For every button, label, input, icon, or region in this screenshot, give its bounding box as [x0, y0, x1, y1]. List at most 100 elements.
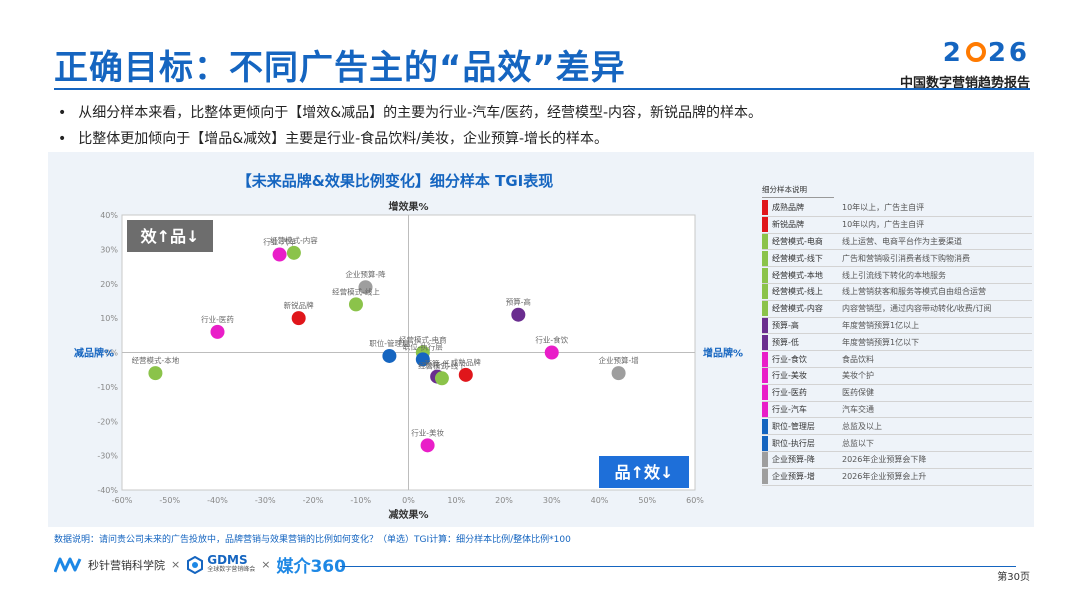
x-tick-label: -60%	[112, 496, 133, 505]
legend-row: 经营模式-内容 内容营销型，通过内容带动转化/收费/订阅	[762, 301, 1032, 318]
legend-swatch	[762, 418, 768, 434]
legend-desc: 线上引流线下转化的本地服务	[842, 270, 946, 280]
legend-swatch	[762, 368, 768, 384]
data-point	[382, 348, 397, 363]
legend-name: 行业-汽车	[772, 404, 807, 414]
data-point-label: 行业-美妆	[411, 427, 444, 437]
y-tick-label: -40%	[97, 486, 118, 495]
data-point	[544, 345, 559, 360]
data-point-label: 企业预算-增	[598, 355, 638, 365]
legend-name: 经营模式-电商	[772, 236, 823, 246]
legend-name: 职位-管理层	[772, 421, 815, 431]
x-tick-label: -50%	[159, 496, 180, 505]
x-tick-label: 50%	[638, 496, 656, 505]
data-point-label: 企业预算-降	[345, 269, 386, 279]
bullet-list: 从细分样本来看，比整体更倾向于【增效&减品】的主要为行业-汽车/医药，经营模型-…	[58, 100, 762, 152]
y-tick-label: 0%	[105, 349, 118, 358]
logo-meijie360: 媒介360	[276, 557, 346, 577]
legend-row: 新锐品牌 10年以内，广告主自评	[762, 217, 1032, 234]
data-point-label: 行业-食饮	[535, 335, 568, 345]
legend-name: 行业-医药	[772, 388, 807, 398]
data-point-label: 职位-执行层	[403, 341, 444, 351]
legend-desc: 2026年企业预算会下降	[842, 455, 927, 465]
legend-name: 经营模式-线下	[772, 253, 823, 263]
legend-swatch	[762, 284, 768, 300]
logo-separator: ×	[171, 558, 181, 571]
brand-subtitle: 中国数字营销趋势报告	[899, 76, 1030, 91]
legend-desc: 10年以内，广告主自评	[842, 220, 925, 230]
y-tick-label: -10%	[97, 383, 118, 392]
legend-row: 职位-执行层 总监以下	[762, 435, 1032, 452]
logo-gdms: GDMS	[207, 552, 248, 567]
quadrant-box-top-left	[127, 220, 213, 252]
quadrant-label-top-left: 效↑品↓	[141, 227, 200, 246]
brand-year: 2 26	[942, 38, 1030, 68]
data-note: 数据说明：请问贵公司未来的广告投放中，品牌营销与效果营销的比例如何变化？（单选）…	[54, 535, 571, 545]
data-point	[210, 324, 225, 339]
legend-desc: 总监及以上	[842, 421, 882, 431]
legend-swatch	[762, 317, 768, 333]
legend-name: 经营模式-内容	[772, 304, 823, 314]
axis-label-left: 减品牌%	[74, 347, 114, 360]
legend-name: 预算-高	[772, 320, 799, 330]
data-point-label: 经营模式-线下	[418, 360, 466, 370]
x-tick-label: 0%	[402, 496, 415, 505]
logo-gdms-sub: 全球数字营销峰会	[207, 565, 256, 573]
legend-name: 预算-低	[772, 337, 799, 347]
legend-row: 企业预算-增 2026年企业预算会上升	[762, 469, 1032, 486]
data-point-label: 成熟品牌	[451, 357, 481, 367]
logo-separator: ×	[261, 558, 271, 571]
y-tick-label: -20%	[97, 417, 118, 426]
legend-swatch	[762, 401, 768, 417]
data-point	[348, 297, 363, 312]
legend-swatch	[762, 385, 768, 401]
footer-logos: 秒针营销科学院 × GDMS 全球数字营销峰会 × 媒介360	[54, 552, 346, 577]
legend-desc: 汽车交通	[842, 404, 874, 414]
data-point-label: 新锐品牌	[284, 300, 314, 310]
legend-swatch	[762, 435, 768, 451]
legend-row: 行业-美妆 美妆个护	[762, 368, 1032, 385]
data-point	[286, 245, 301, 260]
x-tick-label: 40%	[591, 496, 609, 505]
axis-label-right: 增品牌%	[703, 347, 743, 360]
bullet-item: 从细分样本来看，比整体更倾向于【增效&减品】的主要为行业-汽车/医药，经营模型-…	[58, 100, 762, 126]
legend-name: 成熟品牌	[772, 203, 804, 213]
quadrant-label-bottom-right: 品↑效↓	[615, 463, 674, 482]
legend-desc: 线上营销获客和服务等模式自由组合运营	[842, 287, 986, 297]
y-tick-label: 10%	[100, 314, 118, 323]
legend-desc: 广告和营销吸引消费者线下购物消费	[842, 253, 970, 263]
data-point-label: 行业-医药	[201, 314, 234, 324]
chart-title: 【未来品牌&效果比例变化】细分样本 TGI表现	[236, 172, 554, 190]
legend-row: 预算-低 年度营销预算1亿以下	[762, 334, 1032, 352]
legend-row: 行业-食饮 食品饮料	[762, 351, 1032, 368]
legend-desc: 2026年企业预算会上升	[842, 472, 927, 482]
x-tick-label: 30%	[543, 496, 561, 505]
data-point	[434, 371, 449, 386]
data-point-label: 预算-高	[506, 297, 532, 307]
axis-label-top: 增效果%	[388, 200, 428, 213]
legend-swatch	[762, 452, 768, 468]
data-point	[272, 247, 287, 262]
quadrant-box-bottom-right	[599, 456, 689, 488]
data-point-label: 职位-管理层	[369, 338, 410, 348]
legend-row: 经营模式-线下 广告和营销吸引消费者线下购物消费	[762, 250, 1032, 268]
x-tick-label: -40%	[207, 496, 228, 505]
x-tick-label: -30%	[255, 496, 276, 505]
legend-row: 职位-管理层 总监及以上	[762, 418, 1032, 436]
legend-row: 行业-汽车 汽车交通	[762, 401, 1032, 419]
data-point-label: 预算-低	[425, 359, 451, 369]
gdms-logo-icon	[187, 555, 204, 574]
legend-swatch	[762, 469, 768, 485]
bullet-item: 比整体更加倾向于【增品&减效】主要是行业-食品饮料/美妆，企业预算-增长的样本。	[58, 126, 762, 152]
miaozhen-logo-icon	[54, 557, 82, 573]
data-point	[148, 366, 163, 381]
footer-divider	[340, 566, 1016, 567]
legend-swatch	[762, 351, 768, 367]
legend-name: 企业预算-降	[772, 455, 815, 465]
data-point	[511, 307, 526, 322]
brand-block: 2 26 中国数字营销趋势报告	[900, 38, 1030, 91]
legend-row: 行业-医药 医药保健	[762, 385, 1032, 402]
brand-zero-icon	[965, 42, 986, 62]
legend-name: 行业-美妆	[772, 371, 807, 381]
